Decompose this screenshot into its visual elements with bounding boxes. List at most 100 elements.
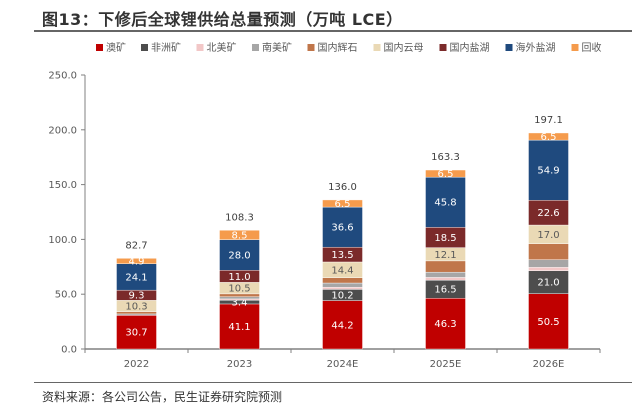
bar-segment: [528, 132, 569, 141]
bar-stack-2024E: 44.2 10.2 14.4 13.5 36.6 6.5 136.0: [322, 182, 363, 350]
legend-label: 国内辉石: [318, 41, 358, 54]
legend-item: 海外盐湖: [505, 41, 556, 54]
bar-segment: [322, 277, 363, 284]
y-tick-label: 50.0: [55, 290, 77, 301]
y-tick-label: 100.0: [48, 235, 77, 246]
legend-item: 回收: [571, 41, 602, 54]
segment-value-label: 14.4: [331, 265, 353, 276]
segment-value-label: 11.0: [228, 272, 250, 283]
legend-label: 澳矿: [106, 41, 126, 54]
legend-label: 非洲矿: [151, 41, 181, 54]
title-divider: [34, 30, 632, 32]
bar-stack-2022: 30.7 10.39.3 24.1 4.9 82.7: [116, 240, 157, 350]
legend: 澳矿 非洲矿 北美矿 南美矿 国内辉石 国内云母 国内盐湖 海外盐湖 回收: [96, 41, 602, 54]
segment-value-label: 28.0: [228, 250, 250, 261]
legend-label: 北美矿: [207, 41, 237, 54]
legend-item: 南美矿: [252, 41, 292, 54]
legend-swatch: [373, 44, 381, 51]
segment-value-label: 50.5: [537, 317, 559, 328]
segment-value-label: 6.5: [541, 132, 557, 143]
segment-value-label: 10.5: [228, 284, 250, 295]
bar-segment: [425, 176, 466, 228]
legend-swatch: [141, 44, 148, 51]
bar-segment: [528, 243, 569, 260]
y-tick-label: 250.0: [48, 71, 77, 82]
bar-segment: [322, 282, 363, 288]
bar-segment: [322, 286, 363, 290]
bar-segment: [528, 139, 569, 201]
total-value-label: 108.3: [225, 212, 254, 223]
bar-segment: [528, 259, 569, 268]
segment-value-label: 46.3: [434, 319, 456, 330]
bar-segment: [425, 277, 466, 281]
bar-stack-2025E: 46.3 16.5 12.1 18.5 45.8 6.5 163.3: [425, 152, 466, 350]
x-axis: 2022 2023 2024E 2025E 2026E: [84, 348, 601, 370]
segment-value-label: 6.5: [438, 169, 454, 180]
bar-segment: [322, 300, 363, 350]
segment-value-label: 45.8: [434, 198, 456, 209]
segment-value-label: 9.3: [129, 291, 145, 302]
legend-swatch: [307, 44, 315, 51]
legend-swatch: [571, 44, 579, 51]
bar-segment: [219, 239, 260, 271]
segment-value-label: 24.1: [125, 272, 147, 283]
bar-segment: [219, 230, 260, 240]
bar-segment: [425, 260, 466, 273]
segment-value-label: 36.6: [331, 223, 353, 234]
source-divider: [34, 382, 632, 383]
legend-swatch: [96, 44, 103, 51]
x-tick-label: 2023: [227, 359, 252, 370]
legend-swatch: [439, 44, 447, 51]
segment-value-label: 54.9: [537, 166, 559, 177]
total-value-label: 163.3: [431, 152, 460, 163]
segment-value-label: 22.6: [537, 208, 559, 219]
legend-item: 澳矿: [96, 41, 126, 54]
bar-segment: [322, 206, 363, 248]
segment-value-label: 10.3: [125, 301, 147, 312]
legend-item: 国内辉石: [307, 41, 358, 54]
bar-segment: [116, 258, 157, 264]
bar-segment: [116, 263, 157, 291]
segment-value-label: 8.5: [232, 230, 248, 241]
x-tick-label: 2025E: [430, 359, 462, 370]
y-tick-label: 200.0: [48, 125, 77, 136]
bar-segment: [219, 303, 260, 350]
legend-item: 非洲矿: [141, 41, 181, 54]
legend-label: 回收: [582, 41, 602, 54]
legend-item: 国内盐湖: [439, 41, 490, 54]
legend-label: 国内云母: [384, 41, 424, 54]
x-tick-label: 2024E: [327, 359, 359, 370]
segment-value-label: 10.2: [331, 290, 353, 301]
segment-value-label: 4.9: [129, 257, 145, 268]
segment-value-label: 30.7: [125, 328, 147, 339]
total-value-label: 197.1: [534, 115, 563, 126]
legend-swatch: [505, 44, 513, 51]
bars: 30.7 10.39.3 24.1 4.9 82.7 41.1 3.4 10.511.0 28.…: [116, 115, 569, 350]
legend-swatch: [196, 44, 204, 51]
bar-segment: [219, 296, 260, 300]
source-note: 资料来源：各公司公告，民生证券研究院预测: [42, 390, 283, 404]
bar-segment: [528, 267, 569, 271]
segment-value-label: 18.5: [434, 233, 456, 244]
bar-segment: [425, 298, 466, 350]
x-tick-label: 2022: [124, 359, 149, 370]
segment-value-label: 41.1: [228, 322, 250, 333]
segment-value-label: 21.0: [537, 278, 559, 289]
total-value-label: 82.7: [125, 240, 147, 251]
y-axis: 0.0 50.0 100.0 150.0 200.0 250.0: [48, 71, 86, 356]
legend-label: 国内盐湖: [450, 41, 490, 54]
legend-label: 海外盐湖: [516, 41, 556, 54]
segment-value-label: 6.5: [335, 199, 351, 210]
bar-segment: [116, 313, 157, 316]
x-tick-label: 2026E: [533, 359, 565, 370]
legend-item: 国内云母: [373, 41, 424, 54]
segment-value-label: 3.4: [232, 298, 248, 309]
y-tick-label: 0.0: [61, 345, 77, 356]
segment-value-label: 13.5: [331, 250, 353, 261]
segment-value-label: 16.5: [434, 285, 456, 296]
bar-segment: [528, 293, 569, 350]
bar-segment: [425, 169, 466, 178]
legend-swatch: [252, 44, 259, 51]
bar-segment: [116, 315, 157, 350]
